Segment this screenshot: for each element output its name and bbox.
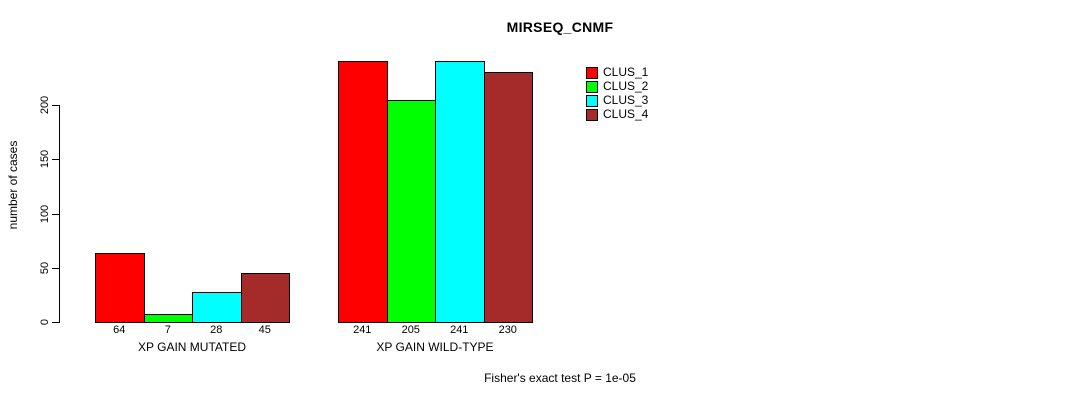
bar-value-label: 45: [258, 324, 271, 336]
y-tick-label: 200: [39, 95, 51, 115]
y-tick-label: 150: [39, 150, 51, 169]
bar-clus_4-group1: [240, 273, 290, 323]
category-label: XP GAIN MUTATED: [137, 340, 247, 354]
bar-clus_2-group1: [143, 314, 193, 323]
legend-item-clus_3: CLUS_3: [586, 94, 648, 107]
y-axis-tick: [52, 159, 59, 161]
bar-clus_1-group1: [95, 252, 145, 323]
bar-clus_4-group2: [483, 72, 533, 323]
legend-item-clus_2: CLUS_2: [586, 80, 648, 93]
legend-swatch-clus_1: [586, 66, 598, 79]
annotation-text: Fisher's exact test P = 1e-05: [484, 371, 636, 385]
bar-clus_1-group2: [338, 60, 388, 323]
legend-item-clus_4: CLUS_4: [586, 108, 648, 121]
y-axis-tick: [52, 105, 59, 106]
legend-label: CLUS_3: [603, 93, 649, 107]
bar-clus_3-group1: [192, 291, 242, 323]
y-tick-label: 0: [39, 318, 51, 326]
bar-value-label: 205: [401, 324, 420, 336]
bar-clus_3-group2: [435, 60, 485, 323]
bar-clus_2-group2: [386, 99, 436, 323]
legend-label: CLUS_4: [603, 107, 649, 121]
bar-value-label: 64: [113, 324, 126, 336]
legend-swatch-clus_2: [586, 80, 598, 93]
bar-value-label: 28: [210, 324, 223, 336]
y-tick-label: 50: [39, 261, 51, 274]
category-label: XP GAIN WILD-TYPE: [376, 340, 494, 354]
y-axis-tick: [52, 267, 59, 269]
bar-value-label: 241: [450, 324, 469, 336]
bar-value-label: 230: [498, 324, 517, 336]
legend-swatch-clus_3: [586, 94, 598, 107]
legend-item-clus_1: CLUS_1: [586, 66, 648, 79]
y-axis-tick: [52, 213, 59, 215]
legend-swatch-clus_4: [586, 108, 598, 121]
y-tick-label: 100: [39, 204, 51, 223]
chart-title: MIRSEQ_CNMF: [506, 19, 614, 35]
y-axis-tick: [52, 322, 59, 323]
bar-value-label: 7: [164, 324, 171, 336]
y-axis-label: number of cases: [6, 140, 20, 230]
bar-value-label: 241: [353, 324, 372, 336]
legend-label: CLUS_1: [603, 65, 649, 79]
legend: CLUS_1 CLUS_2 CLUS_3 CLUS_4: [586, 66, 648, 122]
legend-label: CLUS_2: [603, 79, 649, 93]
y-axis-line: [59, 105, 60, 323]
